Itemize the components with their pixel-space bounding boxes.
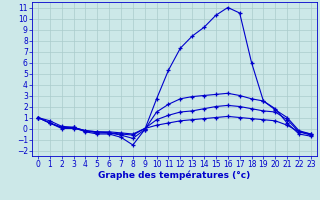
X-axis label: Graphe des températures (°c): Graphe des températures (°c) <box>98 171 251 180</box>
